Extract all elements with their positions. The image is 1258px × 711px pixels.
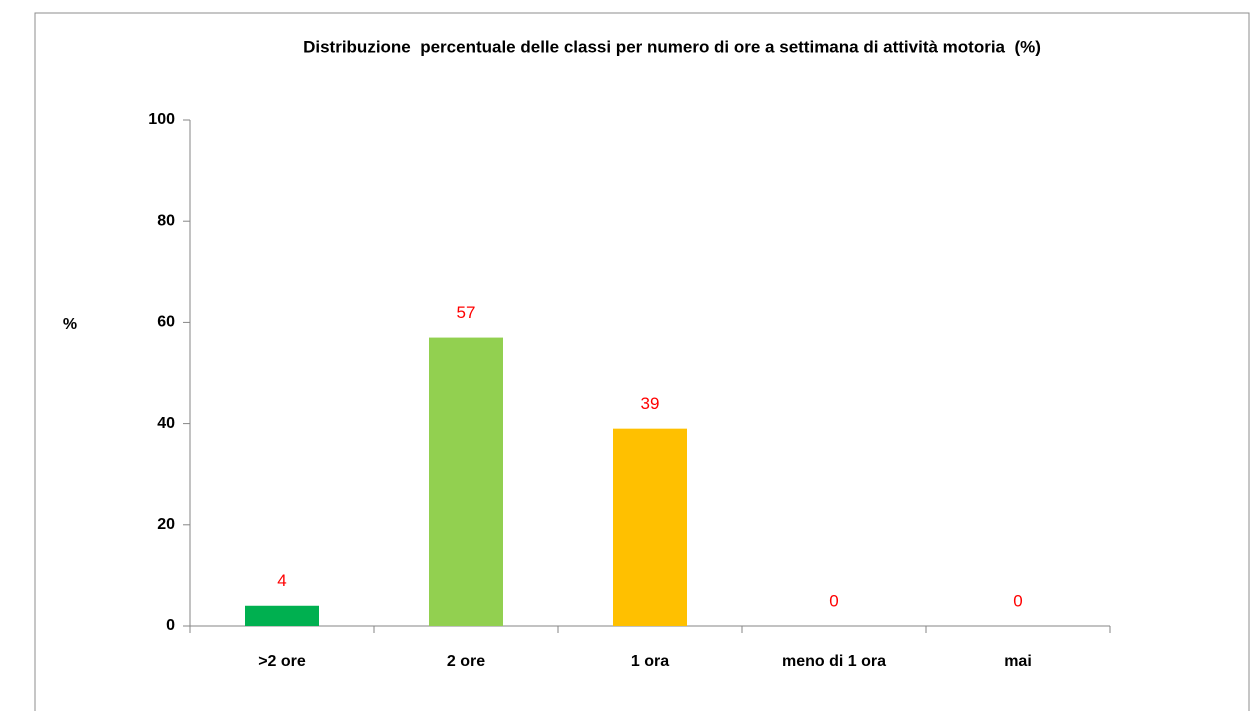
data-label: 0 [829,591,838,610]
chart-title: Distribuzione percentuale delle classi p… [303,37,1041,56]
y-tick-label: 100 [148,111,175,128]
x-tick-label: >2 ore [258,653,306,670]
y-tick-label: 40 [157,415,175,432]
y-tick-label: 0 [166,617,175,634]
data-label: 39 [641,394,660,413]
y-tick-label: 60 [157,314,175,331]
x-tick-label: mai [1004,653,1032,670]
data-label: 0 [1013,591,1022,610]
y-tick-label: 20 [157,516,175,533]
y-tick-label: 80 [157,212,175,229]
x-tick-label: meno di 1 ora [782,653,886,670]
bar [429,337,503,626]
bar [613,428,687,626]
x-tick-label: 1 ora [631,653,669,670]
data-label: 57 [457,303,476,322]
data-label: 4 [277,571,286,590]
x-tick-label: 2 ore [447,653,485,670]
bar [245,605,319,626]
y-axis-label: % [63,316,77,333]
